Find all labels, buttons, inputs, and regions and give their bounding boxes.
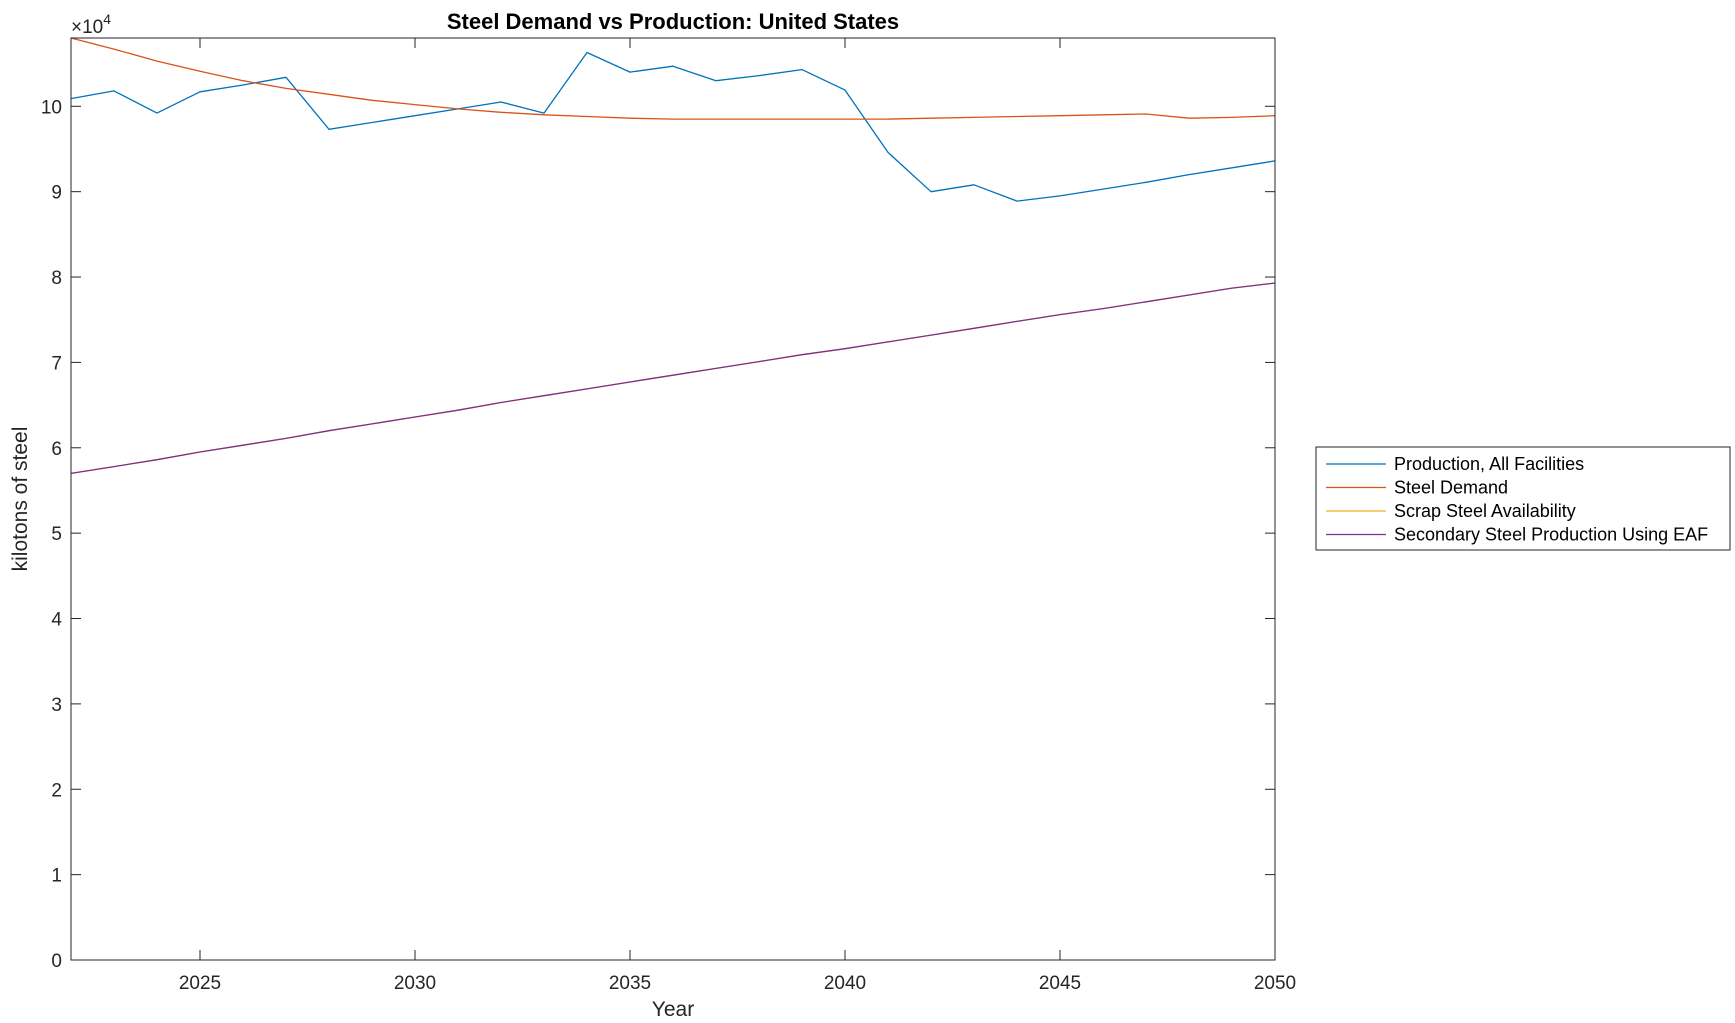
y-tick-label: 0	[51, 951, 62, 972]
legend-label: Steel Demand	[1394, 478, 1508, 498]
y-exponent-base: ×10	[71, 17, 103, 38]
y-tick-label: 7	[51, 353, 62, 374]
y-tick-label: 10	[41, 97, 62, 118]
y-exponent-power: 4	[103, 11, 111, 27]
y-axis-title: kilotons of steel	[9, 427, 32, 572]
x-tick-label: 2040	[824, 973, 866, 994]
legend-items: Production, All Facilities Steel Demand Sc…	[1326, 454, 1708, 545]
series-line-1	[70, 51, 1276, 202]
series-line-4	[70, 282, 1276, 475]
y-tick-label: 9	[51, 183, 62, 204]
series-line-2	[70, 37, 1276, 120]
x-tick-label: 2050	[1254, 973, 1296, 994]
y-tick-label: 3	[51, 695, 62, 716]
y-tick-label: 1	[51, 866, 62, 887]
legend-item[interactable]: Secondary Steel Production Using EAF	[1326, 525, 1708, 545]
x-tick-label: 2045	[1039, 973, 1081, 994]
y-axis-ticks: 0 1 2 3 4 5 6 7 8 9 10	[41, 97, 1275, 972]
x-tick-label: 2035	[609, 973, 651, 994]
legend-item[interactable]: Scrap Steel Availability	[1326, 501, 1576, 521]
legend-item[interactable]: Production, All Facilities	[1326, 454, 1584, 474]
y-exponent-label: ×104	[71, 11, 111, 38]
x-axis-title: Year	[652, 998, 694, 1021]
legend-label: Scrap Steel Availability	[1394, 501, 1576, 521]
legend-item[interactable]: Steel Demand	[1326, 478, 1508, 498]
plot-area: 2025 2030 2035 2040 2045 2050 0 1 2 3 4 5 6 7 8 9 10	[41, 37, 1296, 994]
legend-label: Secondary Steel Production Using EAF	[1394, 525, 1708, 545]
y-tick-label: 8	[51, 268, 62, 289]
x-tick-label: 2030	[394, 973, 436, 994]
axes-background	[71, 38, 1275, 960]
x-tick-label: 2025	[179, 973, 221, 994]
legend-label: Production, All Facilities	[1394, 454, 1584, 474]
x-axis-ticks: 2025 2030 2035 2040 2045 2050	[179, 38, 1296, 994]
series-group	[70, 37, 1276, 475]
y-tick-label: 5	[51, 524, 62, 545]
axes-box	[70, 37, 1276, 961]
y-tick-label: 4	[51, 610, 62, 631]
chart-title: Steel Demand vs Production: United State…	[447, 9, 899, 34]
y-tick-label: 2	[51, 780, 62, 801]
y-tick-label: 6	[51, 439, 62, 460]
legend[interactable]: Production, All Facilities Steel Demand Sc…	[1315, 446, 1731, 551]
